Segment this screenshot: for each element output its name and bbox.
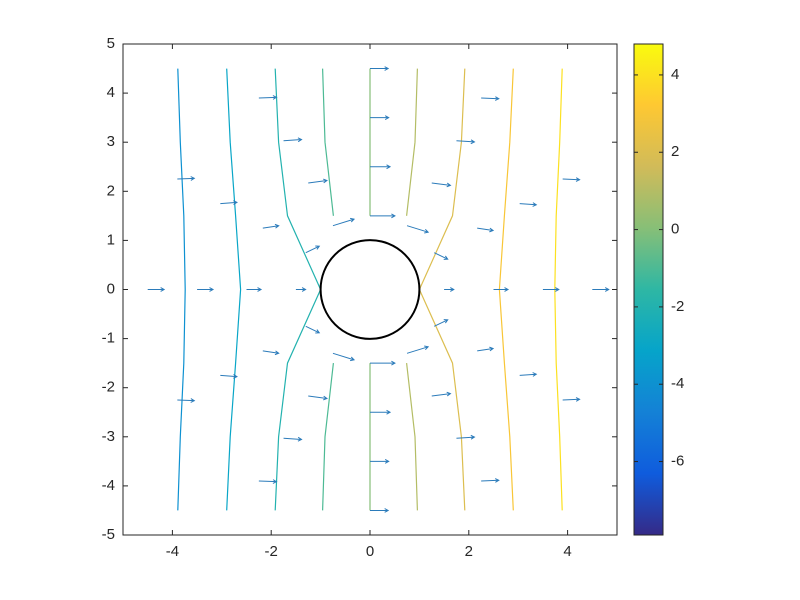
quiver-arrow [262, 350, 280, 356]
y-tick-label: 0 [107, 280, 115, 297]
colorbar-tick-label: 0 [671, 221, 679, 238]
quiver-arrow [370, 458, 390, 464]
quiver-arrow [262, 223, 280, 229]
quiver-arrow [431, 391, 452, 397]
plot-area [147, 66, 610, 513]
quiver-arrow [147, 287, 166, 292]
colorbar-tick-label: 4 [671, 66, 679, 83]
quiver-arrow [592, 287, 610, 292]
quiver-arrow [444, 287, 455, 292]
quiver-arrow [477, 227, 495, 233]
quiver-arrow [456, 434, 476, 440]
contour-line [406, 68, 418, 511]
colorbar-tick-label: -4 [671, 375, 684, 392]
quiver-arrow [370, 66, 390, 71]
colorbar-tick-label: 2 [671, 143, 679, 160]
quiver-arrow [434, 319, 449, 327]
colorbar [633, 43, 664, 536]
quiver-arrow [434, 252, 449, 260]
quiver-arrow [370, 213, 396, 219]
quiver-arrow [197, 287, 215, 292]
cylinder [319, 239, 421, 340]
quiver-arrow [220, 200, 238, 205]
y-tick-label: 2 [107, 182, 115, 199]
x-tick-label: 0 [366, 543, 374, 560]
quiver-arrow [258, 479, 278, 484]
quiver-arrow [305, 325, 321, 334]
y-tick-label: -2 [102, 379, 115, 396]
quiver-arrow [481, 478, 500, 483]
quiver-arrow [406, 345, 430, 354]
quiver-arrow [308, 178, 328, 184]
quiver-arrow [283, 436, 303, 442]
quiver-arrow [332, 217, 356, 227]
quiver-arrow [177, 398, 196, 403]
y-tick-label: 3 [107, 133, 115, 150]
x-tick-label: -2 [265, 543, 278, 560]
quiver-arrow [406, 225, 430, 234]
x-tick-label: -4 [166, 543, 179, 560]
quiver-arrow [332, 352, 356, 362]
y-tick-label: -4 [102, 477, 115, 494]
quiver-arrow [258, 95, 278, 100]
quiver-arrow [493, 287, 510, 292]
contour-line [226, 68, 242, 511]
colorbar-tick-label: -2 [671, 298, 684, 315]
y-tick-label: -5 [102, 526, 115, 543]
y-tick-label: 5 [107, 35, 115, 52]
quiver-arrow [431, 182, 452, 188]
quiver-arrow [308, 395, 328, 401]
y-tick-label: -1 [102, 330, 115, 347]
quiver-arrow [246, 287, 263, 292]
x-tick-label: 4 [563, 543, 571, 560]
quiver-arrow [220, 374, 238, 379]
x-tick-label: 2 [465, 543, 473, 560]
quiver-arrow [305, 245, 321, 254]
y-tick-label: -3 [102, 428, 115, 445]
contour-line [322, 68, 334, 511]
quiver-arrow [370, 115, 390, 121]
quiver-arrow [519, 202, 538, 207]
colorbar-tick-label: -6 [671, 453, 684, 470]
quiver-arrow [542, 287, 560, 292]
quiver-arrow [562, 177, 581, 182]
y-tick-label: 4 [107, 84, 115, 101]
contour-line [177, 68, 186, 511]
quiver-arrow [477, 346, 495, 352]
quiver-arrow [562, 397, 581, 402]
quiver-arrow [370, 409, 392, 415]
quiver-arrow [283, 137, 303, 143]
quiver-arrow [481, 96, 500, 101]
quiver-arrow [177, 176, 196, 181]
quiver-arrow [370, 164, 392, 170]
quiver-arrow [456, 139, 476, 145]
y-tick-label: 1 [107, 231, 115, 248]
contour-line [418, 68, 466, 511]
quiver-arrow [370, 360, 396, 366]
quiver-arrow [295, 287, 307, 292]
quiver-arrow [519, 372, 538, 377]
quiver-arrow [370, 508, 390, 513]
